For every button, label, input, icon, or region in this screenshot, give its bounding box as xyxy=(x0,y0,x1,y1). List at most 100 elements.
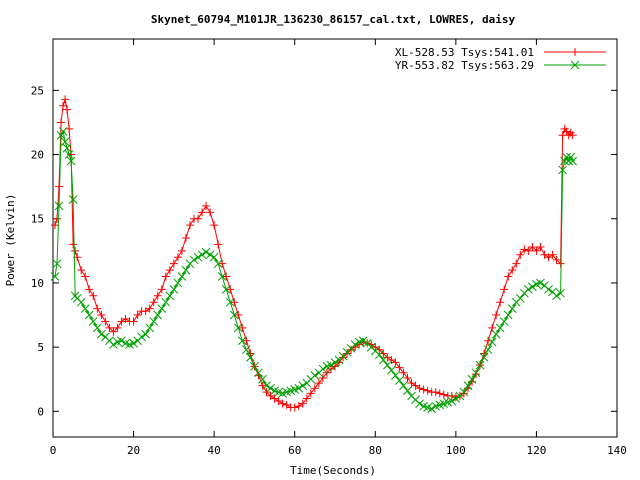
data-point xyxy=(358,336,368,346)
data-point xyxy=(205,250,215,260)
data-point xyxy=(77,266,86,275)
data-point xyxy=(339,353,348,362)
series-line xyxy=(54,129,574,410)
data-point xyxy=(483,345,493,355)
data-point xyxy=(491,329,501,339)
data-point xyxy=(157,285,166,294)
data-point xyxy=(427,404,437,414)
y-tick-label: 10 xyxy=(31,277,44,290)
x-tick-label: 40 xyxy=(208,444,221,457)
data-point xyxy=(552,291,561,301)
data-point xyxy=(169,285,179,294)
data-point xyxy=(92,323,102,333)
x-tick-label: 140 xyxy=(607,444,627,457)
data-point xyxy=(181,234,190,242)
data-point xyxy=(129,317,138,326)
data-point xyxy=(250,362,259,371)
data-point xyxy=(524,285,533,294)
data-point xyxy=(169,259,178,268)
data-point xyxy=(57,118,66,127)
data-point xyxy=(544,285,553,294)
data-point xyxy=(197,250,207,260)
data-point xyxy=(419,385,428,394)
data-point xyxy=(562,127,571,136)
data-point xyxy=(238,323,247,332)
data-point xyxy=(558,165,567,175)
data-point xyxy=(387,365,396,375)
data-point xyxy=(463,381,473,390)
data-point xyxy=(262,381,271,390)
y-tick-label: 25 xyxy=(31,84,44,97)
x-tick-label: 0 xyxy=(50,444,57,457)
data-point xyxy=(60,137,70,147)
series-0 xyxy=(51,95,577,412)
x-tick-label: 60 xyxy=(288,444,301,457)
data-point xyxy=(495,323,505,333)
data-point xyxy=(415,399,424,408)
data-point xyxy=(165,266,174,275)
data-point xyxy=(403,373,412,382)
x-tick-label: 20 xyxy=(127,444,140,457)
data-point xyxy=(62,143,72,153)
data-point xyxy=(387,355,396,364)
data-point xyxy=(97,311,106,320)
data-point xyxy=(51,221,60,230)
data-point xyxy=(395,363,404,372)
data-point xyxy=(347,345,356,354)
data-point xyxy=(71,246,80,255)
data-point xyxy=(520,245,529,254)
data-point xyxy=(149,298,158,307)
data-point xyxy=(294,383,304,393)
data-point xyxy=(350,340,360,349)
data-point xyxy=(173,253,182,262)
data-point xyxy=(383,353,392,362)
data-point xyxy=(278,399,287,408)
data-point xyxy=(109,327,118,336)
data-point xyxy=(121,314,130,323)
data-point xyxy=(213,259,223,269)
legend-marker xyxy=(571,48,579,56)
data-point xyxy=(302,394,311,403)
data-point xyxy=(105,323,114,332)
data-point xyxy=(181,265,191,275)
data-point xyxy=(479,353,489,362)
data-point xyxy=(109,340,118,349)
data-point xyxy=(233,323,243,333)
data-point xyxy=(165,291,175,301)
data-point xyxy=(536,242,545,251)
data-point xyxy=(544,253,553,262)
data-point xyxy=(214,240,223,249)
data-point xyxy=(451,394,461,403)
legend-marker xyxy=(570,60,580,70)
data-point xyxy=(237,336,247,346)
data-point xyxy=(431,388,440,397)
data-point xyxy=(318,373,327,382)
axes: 0 20 40 60 80 100 120 140 0 5 10 15 20 25 xyxy=(31,38,627,457)
data-point xyxy=(391,358,400,367)
data-point xyxy=(536,278,545,288)
data-point xyxy=(472,370,480,379)
data-point xyxy=(89,291,98,300)
data-point xyxy=(193,252,203,262)
data-point xyxy=(141,329,151,339)
data-point xyxy=(145,304,154,313)
data-point xyxy=(310,384,319,393)
data-point xyxy=(500,285,509,294)
data-point xyxy=(84,310,94,320)
data-point xyxy=(294,402,303,411)
data-point xyxy=(330,358,340,367)
data-point xyxy=(201,247,211,257)
data-point xyxy=(447,396,457,406)
data-point xyxy=(222,272,231,281)
data-point xyxy=(153,310,163,320)
data-point xyxy=(492,311,501,320)
y-tick-label: 5 xyxy=(37,341,44,354)
x-tick-label: 100 xyxy=(446,444,466,457)
data-point xyxy=(65,124,74,133)
data-point xyxy=(177,246,186,255)
data-point xyxy=(258,381,267,390)
data-point xyxy=(407,379,416,388)
data-point xyxy=(53,214,62,223)
data-point xyxy=(568,156,578,166)
data-point xyxy=(218,259,227,268)
